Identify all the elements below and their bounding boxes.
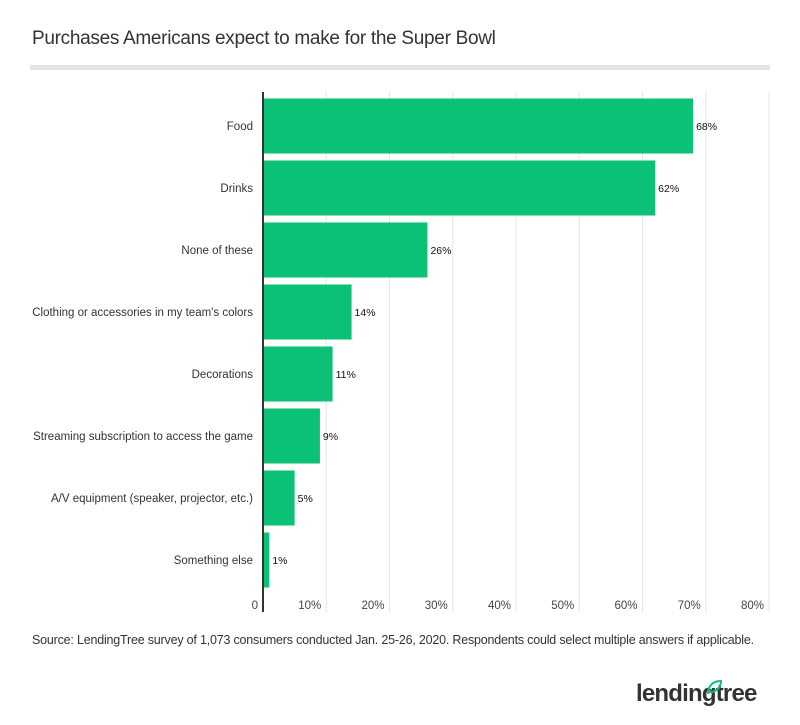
bar — [263, 346, 333, 402]
lendingtree-logo: lendingtree — [636, 680, 757, 707]
data-label: 9% — [323, 431, 338, 443]
x-tick-label: 70% — [678, 600, 701, 612]
data-label: 11% — [336, 369, 356, 381]
bar — [263, 284, 352, 340]
x-tick-label: 50% — [551, 600, 574, 612]
data-label: 5% — [298, 493, 313, 505]
x-tick-label: 10% — [298, 600, 321, 612]
x-tick-label: 0 — [252, 600, 258, 612]
category-label: None of these — [181, 245, 253, 257]
data-label: 68% — [696, 121, 717, 133]
leaf-icon — [706, 680, 722, 694]
bar — [263, 98, 694, 154]
bar — [263, 160, 656, 216]
category-label: Clothing or accessories in my team's col… — [32, 307, 253, 319]
category-label: Streaming subscription to access the gam… — [33, 431, 253, 443]
category-label: A/V equipment (speaker, projector, etc.) — [51, 493, 253, 505]
category-label: Decorations — [192, 369, 254, 381]
category-label: Drinks — [220, 183, 253, 195]
bar — [263, 408, 320, 464]
bar — [263, 470, 295, 526]
bar-chart: 0 10% 20% 30% 40% 50% 60% 70% 80% Food 68% Drinks 62… — [32, 92, 770, 612]
source-note: Source: LendingTree survey of 1,073 cons… — [32, 633, 754, 647]
data-label: 14% — [355, 307, 376, 319]
title-divider — [30, 65, 770, 70]
bar — [263, 222, 428, 278]
chart-title: Purchases Americans expect to make for t… — [32, 28, 496, 49]
data-label: 62% — [658, 183, 679, 195]
x-tick-label: 30% — [425, 600, 448, 612]
x-tick-label: 80% — [741, 600, 764, 612]
category-label: Food — [227, 121, 253, 133]
x-tick-label: 60% — [614, 600, 637, 612]
data-label: 26% — [430, 245, 451, 257]
category-label: Something else — [174, 555, 253, 567]
x-tick-label: 40% — [488, 600, 511, 612]
data-label: 1% — [272, 555, 287, 567]
x-tick-label: 20% — [361, 600, 384, 612]
bar — [263, 532, 270, 588]
